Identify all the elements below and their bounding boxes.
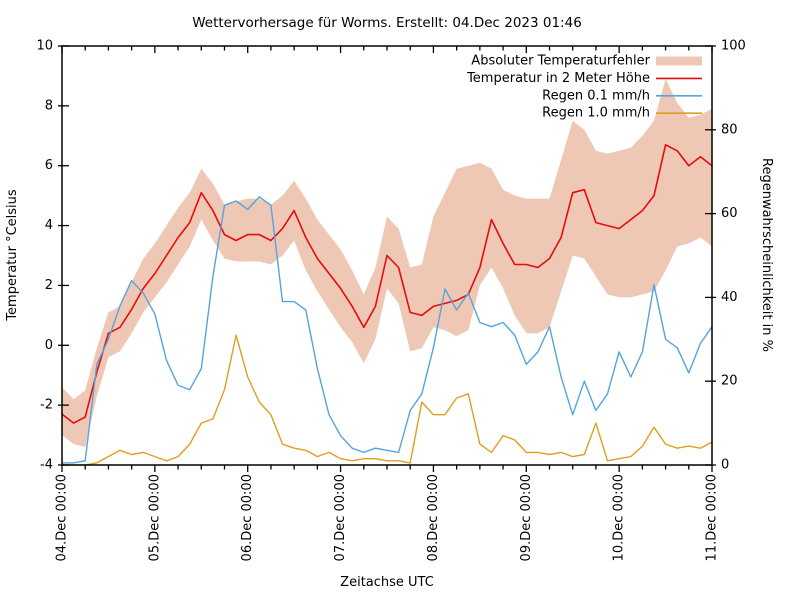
y-left-tick-label: 4 (45, 218, 53, 233)
x-tick-label: 09.Dec 00:00 (519, 474, 534, 561)
x-tick-label: 04.Dec 00:00 (55, 474, 70, 561)
x-axis-label: Zeitachse UTC (340, 575, 434, 590)
legend-label: Temperatur in 2 Meter Höhe (466, 71, 650, 86)
legend-label: Absoluter Temperaturfehler (471, 54, 650, 69)
y-left-tick-label: 10 (36, 39, 53, 54)
x-tick-label: 11.Dec 00:00 (705, 474, 720, 561)
y-right-tick-label: 0 (721, 458, 729, 473)
plot-area: 04.Dec 00:00 05.Dec 00:00 06.Dec 00:00 07.D… (36, 39, 745, 562)
y-left-tick-label: -2 (40, 398, 53, 413)
x-tick-label: 06.Dec 00:00 (240, 474, 255, 561)
legend-band-swatch (656, 56, 702, 66)
legend-label: Regen 0.1 mm/h (542, 88, 650, 103)
y-right-tick-label: 20 (721, 374, 738, 389)
temperature-error-band (62, 78, 712, 448)
temperature-line (61, 144, 713, 424)
y-left-tick-label: 2 (45, 278, 53, 293)
y-left-tick-label: 0 (45, 338, 53, 353)
y-left-axis-label: Temperatur °Celsius (5, 189, 20, 322)
x-tick-label: 10.Dec 00:00 (612, 474, 627, 561)
rain-01-line (61, 196, 713, 464)
y-left-tick-label: 6 (45, 158, 53, 173)
x-tick-label: 07.Dec 00:00 (333, 474, 348, 561)
rain-10-line (61, 334, 713, 466)
y-right-tick-label: 100 (721, 39, 746, 54)
y-right-tick-label: 60 (721, 206, 738, 221)
legend-label: Regen 1.0 mm/h (542, 106, 650, 121)
y-right-axis-label: Regenwahrscheinlichkeit in % (759, 158, 774, 352)
y-left-tick-label: -4 (40, 458, 53, 473)
y-left-tick-label: 8 (45, 98, 53, 113)
x-tick-label: 08.Dec 00:00 (426, 474, 441, 561)
chart-title: Wettervorhersage für Worms. Erstellt: 04… (192, 15, 582, 31)
x-tick-label: 05.Dec 00:00 (147, 474, 162, 561)
y-right-tick-label: 80 (721, 122, 738, 137)
y-right-tick-label: 40 (721, 290, 738, 305)
